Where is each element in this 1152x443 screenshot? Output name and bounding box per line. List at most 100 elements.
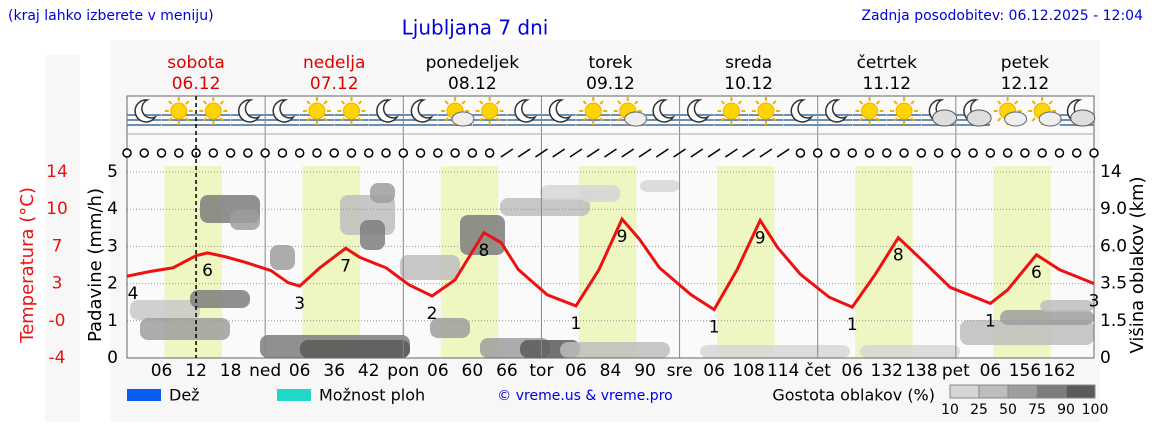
wind-calm [433,148,443,158]
day-date: 12.12 [1001,74,1050,94]
wind-calm [139,148,150,158]
sun-ray [617,117,622,122]
day-name: sreda [725,53,772,73]
cloud-patch [130,300,200,320]
sun [342,102,360,120]
wind-barb [776,148,790,158]
sun-ray [444,117,449,122]
sun-ray [323,117,328,122]
sun-ray [755,117,760,122]
value-label: 7 [340,256,351,276]
sun-ray [875,117,881,122]
sun-ray [1031,117,1036,122]
wind-calm [294,148,305,158]
sun-ray [168,100,173,105]
x-tick-label: 84 [600,361,622,381]
temp-tick-label: 14 [46,162,68,182]
daylight [716,166,775,358]
wind-barb [724,148,738,158]
wind-calm [346,148,357,158]
x-tick-label: 18 [220,361,242,381]
cloud-patch [960,320,1094,345]
sun-ray [357,117,363,122]
y2-tick-label: 9.0 [1100,199,1127,219]
sun-ray [219,100,224,105]
wind-calm [1037,148,1047,158]
wind-barb [690,148,704,158]
cloud-patch [300,340,410,358]
sun-ray [306,100,311,105]
x-tick-label: tor [529,361,553,381]
cloud [1038,111,1062,127]
temp-tick-label: -4 [49,348,66,368]
wind-calm [951,148,961,158]
legend-label: Možnost ploh [319,386,425,405]
x-tick-label: 06 [703,361,725,381]
cloud-patch [400,255,460,280]
day-name: ponedeljek [426,53,520,73]
x-tick-label: 42 [358,361,380,381]
cloud-scale-label: 90 [1057,402,1075,418]
x-tick-label: 162 [1043,361,1075,381]
sun-ray [858,117,864,122]
sun-ray [893,100,898,105]
wind-barb [759,148,773,158]
moon [410,99,434,123]
sun [895,102,913,120]
moon [134,99,158,123]
moon [825,99,849,123]
wind-calm [1002,148,1013,158]
moon [376,99,400,123]
value-label: 3 [1089,292,1100,312]
wind-calm [830,148,840,158]
value-label: 1 [985,311,996,331]
value-label: 2 [427,304,438,324]
y2-tick-label: 6.0 [1100,236,1127,256]
day-date: 09.12 [586,74,635,94]
sun-ray [357,100,363,105]
wind-calm [450,148,460,158]
sun-ray [737,117,742,122]
wind-calm [968,148,978,158]
cloud-scale-label: 25 [970,402,988,418]
sun-ray [617,100,622,105]
wind-calm [277,148,288,158]
day-date: 11.12 [862,74,911,94]
sun-ray [461,100,466,105]
wind-calm [174,148,184,158]
moon [790,99,814,123]
x-tick-label: 114 [767,361,799,381]
sun-ray [997,100,1002,105]
sun-ray [720,100,726,105]
sun-ray [1031,100,1036,105]
wind-calm [398,148,409,158]
wind-barb [673,148,686,158]
daylight [302,166,361,358]
y2-tick-label: 1.5 [1100,311,1127,331]
y-tick-label: 3 [107,236,118,256]
sun-ray [997,117,1002,122]
note: (kraj lahko izberete v meniju) [8,8,214,24]
wind-calm [467,148,478,158]
cloud-scale-label: 100 [1082,402,1109,418]
sun [170,102,188,120]
value-label: 6 [1031,263,1042,283]
wind-calm [985,148,996,158]
cloud-patch [700,345,850,358]
cloud [624,111,648,127]
value-label: 8 [893,246,904,266]
wind-calm [225,148,236,158]
sun-ray [875,100,881,105]
temp-tick-label: -0 [49,311,66,331]
wind-calm [122,148,132,158]
sun-ray [340,100,346,105]
sun-ray [858,100,864,105]
sun-ray [185,100,190,105]
updated: Zadnja posodobitev: 06.12.2025 - 12:04 [861,8,1143,24]
day-date: 10.12 [724,74,773,94]
x-tick-label: 06 [980,361,1002,381]
legend-label: Dež [169,386,200,405]
y2-tick-label: 0 [1100,348,1111,368]
value-label: 1 [847,315,858,335]
sun-ray [444,100,449,105]
